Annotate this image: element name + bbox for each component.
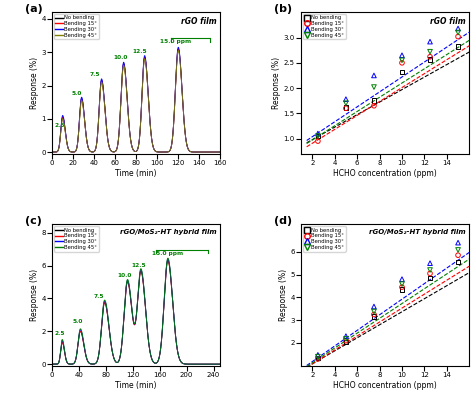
Point (370, 72, 378, 79)
Point (398, 52, 406, 58)
Point (314, 351, 322, 358)
X-axis label: HCHO concentration (ppm): HCHO concentration (ppm) (333, 381, 437, 390)
Point (314, 356, 322, 362)
Point (454, 252, 462, 259)
Point (314, 355, 322, 361)
Point (426, 56, 434, 62)
Point (314, 353, 322, 360)
Y-axis label: Response (%): Response (%) (272, 57, 281, 109)
Text: 15.0 ppm: 15.0 ppm (160, 39, 191, 44)
Legend: No bending, Bending 15°, Bending 30°, Bending 45°: No bending, Bending 15°, Bending 30°, Be… (54, 14, 99, 39)
Point (370, 308, 378, 315)
X-axis label: Time (min): Time (min) (116, 169, 157, 178)
Point (314, 138, 322, 144)
Point (342, 336, 350, 342)
Point (454, 259, 462, 266)
Text: (c): (c) (25, 216, 42, 226)
Text: 5.0: 5.0 (73, 319, 82, 324)
Text: 12.5: 12.5 (131, 263, 146, 268)
Text: 12.5: 12.5 (132, 49, 146, 54)
Point (426, 267, 434, 273)
Point (426, 53, 434, 60)
Point (342, 337, 350, 344)
Point (370, 303, 378, 310)
Point (454, 33, 462, 40)
Point (398, 60, 406, 66)
Point (314, 133, 322, 139)
Text: rGO/MoS₂-HT hybrid film: rGO/MoS₂-HT hybrid film (120, 229, 217, 235)
Text: rGO/MoS₂-HT hybrid film: rGO/MoS₂-HT hybrid film (369, 229, 466, 235)
Text: 15.0 ppm: 15.0 ppm (152, 251, 183, 256)
Text: 7.5: 7.5 (94, 294, 104, 299)
Y-axis label: Response (%): Response (%) (279, 269, 288, 321)
Point (314, 130, 322, 137)
Point (342, 96, 350, 102)
Point (426, 275, 434, 281)
Point (426, 270, 434, 277)
Point (370, 102, 378, 109)
Text: (a): (a) (25, 4, 43, 14)
Point (370, 314, 378, 320)
Point (398, 286, 406, 293)
Point (370, 84, 378, 90)
Point (454, 29, 462, 36)
Legend: No bending, Bending 15°, Bending 30°, Bending 45°: No bending, Bending 15°, Bending 30°, Be… (303, 226, 346, 252)
Point (342, 339, 350, 345)
Text: rGO film: rGO film (181, 16, 217, 25)
Text: rGO film: rGO film (430, 16, 466, 25)
Point (426, 48, 434, 55)
Legend: No bending, Bending 15°, Bending 30°, Bending 45°: No bending, Bending 15°, Bending 30°, Be… (54, 226, 99, 252)
Point (454, 44, 462, 50)
Legend: No bending, Bending 15°, Bending 30°, Bending 45°: No bending, Bending 15°, Bending 30°, Be… (303, 14, 346, 39)
Point (342, 100, 350, 106)
Point (454, 247, 462, 253)
Point (370, 97, 378, 104)
Text: 10.0: 10.0 (118, 273, 132, 278)
X-axis label: Time (min): Time (min) (116, 381, 157, 390)
Y-axis label: Response (%): Response (%) (29, 57, 38, 109)
Point (398, 69, 406, 75)
Point (342, 333, 350, 339)
Text: 2.5: 2.5 (54, 331, 64, 336)
Text: 7.5: 7.5 (90, 72, 100, 77)
X-axis label: HCHO concentration (ppm): HCHO concentration (ppm) (333, 169, 437, 178)
Point (426, 38, 434, 45)
Point (314, 133, 322, 139)
Text: 2.5: 2.5 (54, 123, 65, 128)
Point (398, 284, 406, 291)
Point (454, 239, 462, 246)
Text: 5.0: 5.0 (71, 91, 82, 96)
Text: (d): (d) (274, 216, 292, 226)
Point (398, 281, 406, 287)
Point (398, 276, 406, 282)
Point (454, 25, 462, 32)
Point (398, 57, 406, 64)
Y-axis label: Response (%): Response (%) (29, 269, 38, 321)
Point (342, 105, 350, 111)
Point (426, 260, 434, 266)
Point (342, 104, 350, 111)
Text: (b): (b) (274, 4, 292, 14)
Point (370, 311, 378, 318)
Text: 10.0: 10.0 (113, 55, 128, 60)
